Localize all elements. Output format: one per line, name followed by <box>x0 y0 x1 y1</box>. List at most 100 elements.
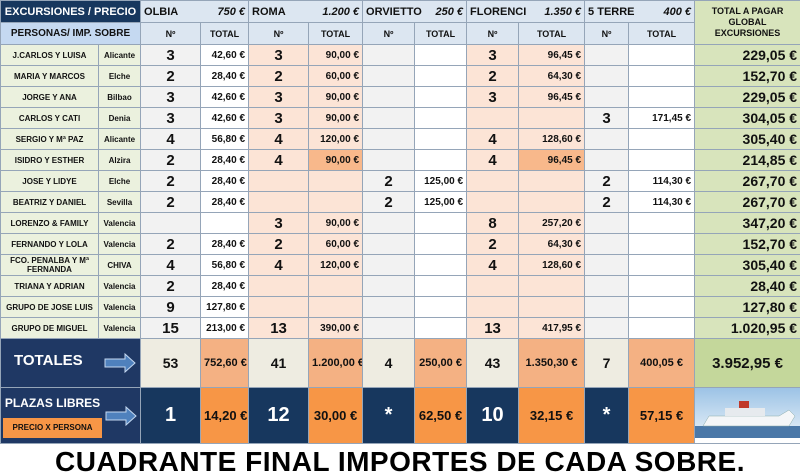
count <box>584 233 630 255</box>
count: 4 <box>140 128 202 150</box>
count <box>584 86 630 108</box>
count <box>584 65 630 87</box>
amount: 90,00 € <box>308 107 364 129</box>
total-amount: 1.200,00 € <box>308 338 364 388</box>
count <box>584 317 630 339</box>
excursion-name: FLORENCI <box>470 5 527 18</box>
amount <box>518 170 586 192</box>
amount <box>628 44 696 66</box>
count <box>584 44 630 66</box>
count: 4 <box>248 128 310 150</box>
table-row: PERSONAS/ IMP. SOBRE Nº TOTAL Nº TOTAL Nº TOTA… <box>0 22 800 45</box>
total-count: 4 <box>362 338 416 388</box>
amount <box>628 128 696 150</box>
total-amount: 250,00 € <box>414 338 468 388</box>
excursion-name: 5 TERRE <box>588 5 635 18</box>
city: Valencia <box>97 296 142 318</box>
table-row: JOSE Y LIDYE Elche 2 28,40 €2 125,00 €2 114,3… <box>0 170 800 192</box>
count: 3 <box>466 86 520 108</box>
excursion-name: ORVIETTO <box>366 5 422 18</box>
amount: 128,60 € <box>518 128 586 150</box>
count <box>362 275 416 297</box>
excursion-header: OLBIA 750 € <box>140 0 250 23</box>
count <box>584 128 630 150</box>
col-total: TOTAL <box>628 22 696 45</box>
free-count: * <box>584 387 630 444</box>
amount <box>200 212 250 234</box>
table-row: TOTALES 53 752,60 €41 1.200,00 €4 250,00 €43… <box>0 338 800 388</box>
excursion-header: FLORENCI 1.350 € <box>466 0 586 23</box>
city: Valencia <box>97 212 142 234</box>
city: Denia <box>97 107 142 129</box>
amount: 96,45 € <box>518 149 586 171</box>
amount <box>628 296 696 318</box>
col-num: Nº <box>584 22 630 45</box>
amount <box>414 44 468 66</box>
count <box>362 296 416 318</box>
count: 2 <box>248 65 310 87</box>
amount: 60,00 € <box>308 65 364 87</box>
ship-picture <box>695 388 800 438</box>
amount: 120,00 € <box>308 128 364 150</box>
count <box>248 191 310 213</box>
amount <box>414 149 468 171</box>
count <box>466 107 520 129</box>
amount <box>518 107 586 129</box>
amount <box>414 233 468 255</box>
amount <box>414 275 468 297</box>
count: 2 <box>140 170 202 192</box>
amount: 28,40 € <box>200 233 250 255</box>
excursion-price: 250 € <box>435 5 464 18</box>
amount: 28,40 € <box>200 65 250 87</box>
amount: 60,00 € <box>308 233 364 255</box>
amount <box>308 275 364 297</box>
person-name: MARIA Y MARCOS <box>0 65 99 87</box>
person-name: CARLOS Y CATI <box>0 107 99 129</box>
free-sublabel: PRECIO X PERSONA <box>3 417 103 438</box>
person-name: GRUPO DE JOSE LUIS <box>0 296 99 318</box>
total-count: 41 <box>248 338 310 388</box>
totals-text: TOTALES <box>14 352 83 369</box>
table-row: J.CARLOS Y LUISA Alicante 3 42,60 €3 90,00 €… <box>0 44 800 66</box>
amount: 90,00 € <box>308 86 364 108</box>
count: 3 <box>140 44 202 66</box>
amount: 213,00 € <box>200 317 250 339</box>
count <box>248 170 310 192</box>
grand-total: 3.952,95 € <box>694 338 800 388</box>
person-name: FCO. PENALBA Y Mª FERNANDA <box>0 254 99 276</box>
amount <box>518 275 586 297</box>
amount: 28,40 € <box>200 275 250 297</box>
count: 2 <box>140 191 202 213</box>
amount <box>628 317 696 339</box>
total-amount: 1.350,30 € <box>518 338 586 388</box>
person-name: SERGIO Y Mª PAZ <box>0 128 99 150</box>
row-total: 152,70 € <box>694 233 800 255</box>
count: 8 <box>466 212 520 234</box>
amount <box>628 233 696 255</box>
row-total: 229,05 € <box>694 86 800 108</box>
city: Sevilla <box>97 191 142 213</box>
total-count: 53 <box>140 338 202 388</box>
city: Alicante <box>97 128 142 150</box>
city: Alicante <box>97 44 142 66</box>
person-name: JORGE Y ANA <box>0 86 99 108</box>
excursion-name: ROMA <box>252 5 286 18</box>
free-price: 62,50 € <box>414 387 468 444</box>
table-row: JORGE Y ANA Bilbao 3 42,60 €3 90,00 €3 96,45 … <box>0 86 800 108</box>
table-row: PLAZAS LIBRES PRECIO X PERSONA 1 14,20 €12 3… <box>0 387 800 444</box>
free-count: 1 <box>140 387 202 444</box>
header-label: EXCURSIONES / PRECIO <box>0 0 142 23</box>
person-name: BEATRIZ Y DANIEL <box>0 191 99 213</box>
city: Alzira <box>97 149 142 171</box>
row-total: 347,20 € <box>694 212 800 234</box>
count <box>466 275 520 297</box>
amount <box>628 254 696 276</box>
excursion-header: 5 TERRE 400 € <box>584 0 696 23</box>
amount <box>414 86 468 108</box>
person-name: GRUPO DE MIGUEL <box>0 317 99 339</box>
amount <box>308 191 364 213</box>
amount: 114,30 € <box>628 170 696 192</box>
col-num: Nº <box>140 22 202 45</box>
count <box>362 128 416 150</box>
